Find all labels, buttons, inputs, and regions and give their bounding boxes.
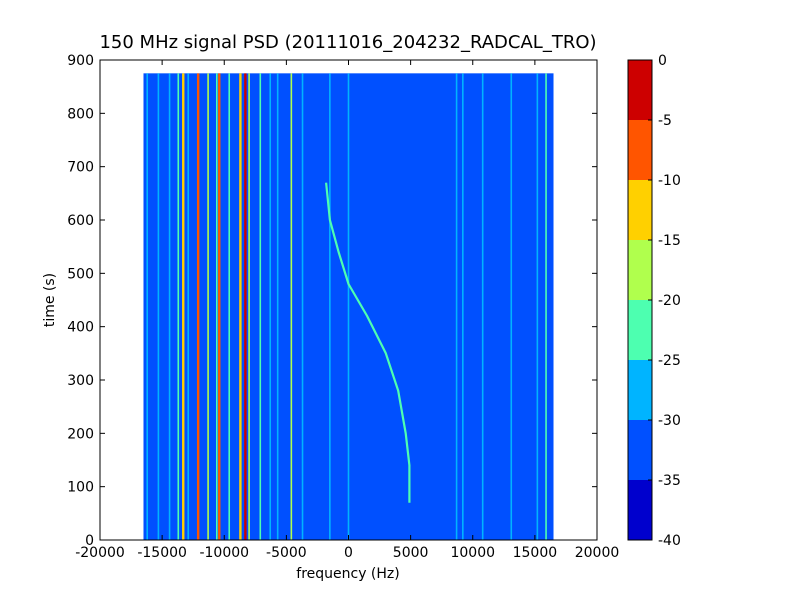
x-axis-ticks: -20000 -15000 -10000 -5000 0 5000 10000 15000 20…: [75, 60, 619, 561]
colorbar-tick-label: -25: [658, 353, 681, 369]
chart-title: 150 MHz signal PSD (20111016_204232_RADC…: [99, 32, 596, 53]
x-tick-label: 15000: [513, 545, 558, 561]
colorbar-segment: [628, 180, 652, 240]
y-tick-label: 0: [85, 533, 94, 549]
y-tick-label: 500: [67, 266, 94, 282]
heatmap-layer: [143, 73, 554, 540]
y-tick-label: 900: [67, 53, 94, 69]
y-tick-label: 300: [67, 373, 94, 389]
x-tick-label: -10000: [199, 545, 249, 561]
colorbar-tick-label: -10: [658, 173, 681, 189]
y-axis-ticks: 0 100 200 300 400 500 600 700 800 900: [67, 53, 597, 549]
x-tick-label: -15000: [137, 545, 187, 561]
y-tick-label: 200: [67, 426, 94, 442]
x-tick-label: -20000: [75, 545, 125, 561]
x-tick-label: 0: [344, 545, 353, 561]
x-tick-label: 10000: [450, 545, 495, 561]
y-tick-label: 600: [67, 213, 94, 229]
colorbar-segment: [628, 120, 652, 180]
colorbar-tick-label: 0: [658, 53, 667, 69]
colorbar-tick-label: -20: [658, 293, 681, 309]
colorbar-segment: [628, 420, 652, 480]
colorbar-segment: [628, 240, 652, 300]
x-tick-label: -5000: [266, 545, 307, 561]
colorbar-segment: [628, 60, 652, 120]
colorbar-tick-label: -5: [658, 113, 672, 129]
colorbar-tick-label: -30: [658, 413, 681, 429]
colorbar-segment: [628, 480, 652, 540]
plot-area: -20000 -15000 -10000 -5000 0 5000 10000 15000 20…: [67, 53, 619, 561]
y-tick-label: 400: [67, 320, 94, 336]
colorbar-tick-label: -15: [658, 233, 681, 249]
y-axis-label: time (s): [42, 273, 58, 327]
colorbar: -40 -35 -30 -25 -20 -15 -10 -5 0: [627, 53, 681, 549]
x-tick-label: 20000: [575, 545, 620, 561]
y-tick-label: 100: [67, 480, 94, 496]
colorbar-tick-label: -35: [658, 473, 681, 489]
doppler-trace: [325, 182, 411, 503]
colorbar-tick-label: -40: [658, 533, 681, 549]
y-tick-label: 700: [67, 160, 94, 176]
y-tick-label: 800: [67, 106, 94, 122]
colorbar-segment: [628, 360, 652, 420]
x-tick-label: 5000: [393, 545, 429, 561]
colorbar-segment: [628, 300, 652, 360]
x-axis-label: frequency (Hz): [296, 566, 399, 582]
